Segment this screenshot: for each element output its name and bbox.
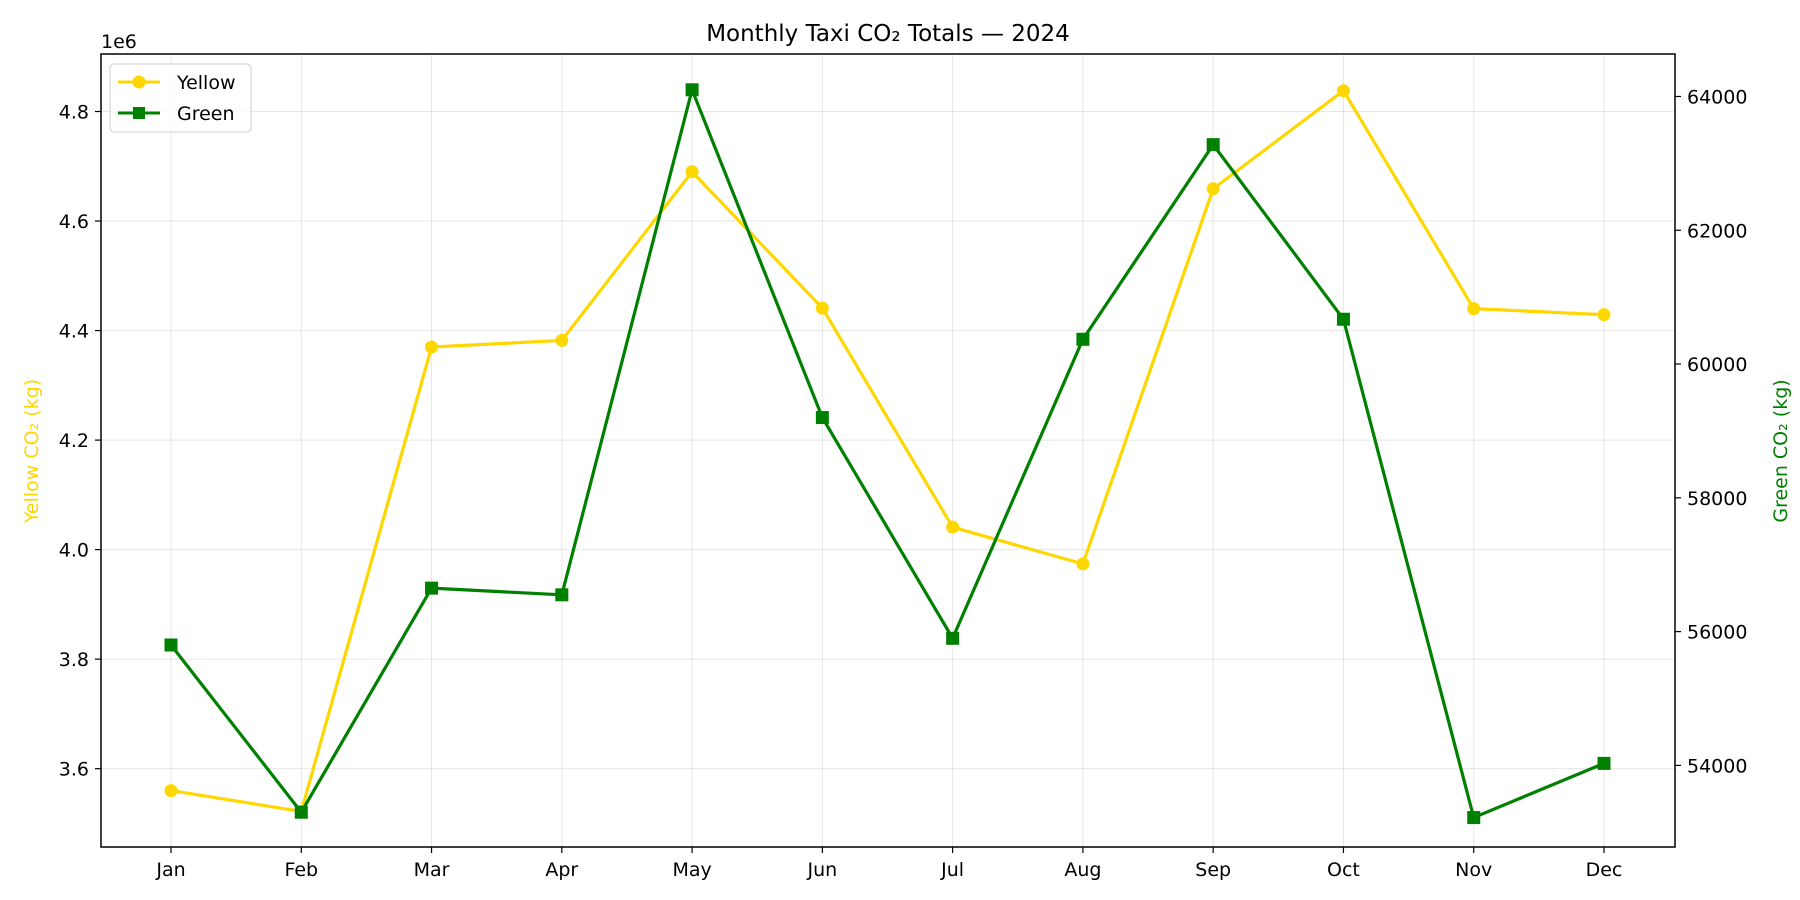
x-tick-label: Apr <box>545 859 578 881</box>
series-green-line <box>169 88 1605 820</box>
x-tick-label: Feb <box>284 859 318 881</box>
y-left-tick-label: 4.2 <box>59 430 89 452</box>
y-left-tick-label: 4.8 <box>59 102 89 124</box>
y-left-axis-label: Yellow CO₂ (kg) <box>21 379 43 524</box>
series-green-point <box>294 805 308 819</box>
y-left-scale-label: 1e6 <box>101 31 137 53</box>
legend-yellow-label: Yellow <box>176 72 236 94</box>
series-green-point <box>164 638 178 652</box>
series-yellow-point <box>425 340 439 354</box>
y-left-tick-label: 4.6 <box>59 211 89 233</box>
y-right-tick-label: 56000 <box>1687 622 1747 644</box>
x-tick-label: Mar <box>414 859 450 881</box>
series-green-point <box>1206 138 1220 152</box>
series-green-point <box>1076 332 1090 346</box>
series-layer <box>164 83 1611 825</box>
plot-frame <box>100 53 1676 848</box>
series-yellow-point <box>685 165 699 179</box>
series-yellow-point <box>815 301 829 315</box>
series-green-point <box>946 631 960 645</box>
series-yellow-line <box>170 89 1605 814</box>
y-left-tick-label: 3.8 <box>59 649 89 671</box>
y-right-tick-label: 58000 <box>1687 488 1747 510</box>
legend-green-marker <box>133 107 145 119</box>
series-yellow-point <box>946 520 960 534</box>
series-yellow-point <box>1467 302 1481 316</box>
y-left-tick-label: 4.4 <box>59 321 89 343</box>
legend: Yellow Green <box>109 63 252 133</box>
x-tick-label: May <box>672 859 711 881</box>
series-yellow-point <box>1336 84 1350 98</box>
series-green-point <box>685 83 699 97</box>
y-left-tick-label: 3.6 <box>59 759 89 781</box>
legend-green-label: Green <box>177 103 235 125</box>
legend-yellow-marker <box>132 75 146 89</box>
y-right-tick-label: 60000 <box>1687 354 1747 376</box>
x-tick-label: Sep <box>1195 859 1231 881</box>
y-right-axis-label: Green CO₂ (kg) <box>1770 379 1792 522</box>
series-green-point <box>815 411 829 425</box>
x-tick-label: Jan <box>155 859 185 881</box>
series-green-point <box>555 588 569 602</box>
series-green-point <box>1336 312 1350 326</box>
tick-layer: Jan Feb Mar Apr May Jun Jul Aug Sep Oct Nov Dec 3.6 3… <box>59 86 1748 881</box>
series-green-point <box>1467 811 1481 825</box>
chart-title: Monthly Taxi CO₂ Totals — 2024 <box>706 21 1070 47</box>
x-tick-label: Dec <box>1586 859 1623 881</box>
series-green-point <box>1597 756 1611 770</box>
y-right-tick-label: 64000 <box>1687 86 1747 108</box>
y-right-tick-label: 54000 <box>1687 755 1747 777</box>
x-tick-label: Aug <box>1064 859 1101 881</box>
y-right-tick-label: 62000 <box>1687 220 1747 242</box>
x-tick-label: Jun <box>807 859 838 881</box>
x-tick-label: Nov <box>1455 859 1492 881</box>
series-yellow-point <box>1206 182 1220 196</box>
y-left-tick-label: 4.0 <box>59 540 89 562</box>
series-yellow-point <box>164 784 178 798</box>
series-yellow-point <box>555 333 569 347</box>
x-tick-label: Jul <box>940 859 964 881</box>
series-green-point <box>425 581 439 595</box>
series-yellow-point <box>1597 308 1611 322</box>
x-tick-label: Oct <box>1327 859 1360 881</box>
series-yellow-point <box>1076 557 1090 571</box>
grid-layer <box>101 54 1675 847</box>
